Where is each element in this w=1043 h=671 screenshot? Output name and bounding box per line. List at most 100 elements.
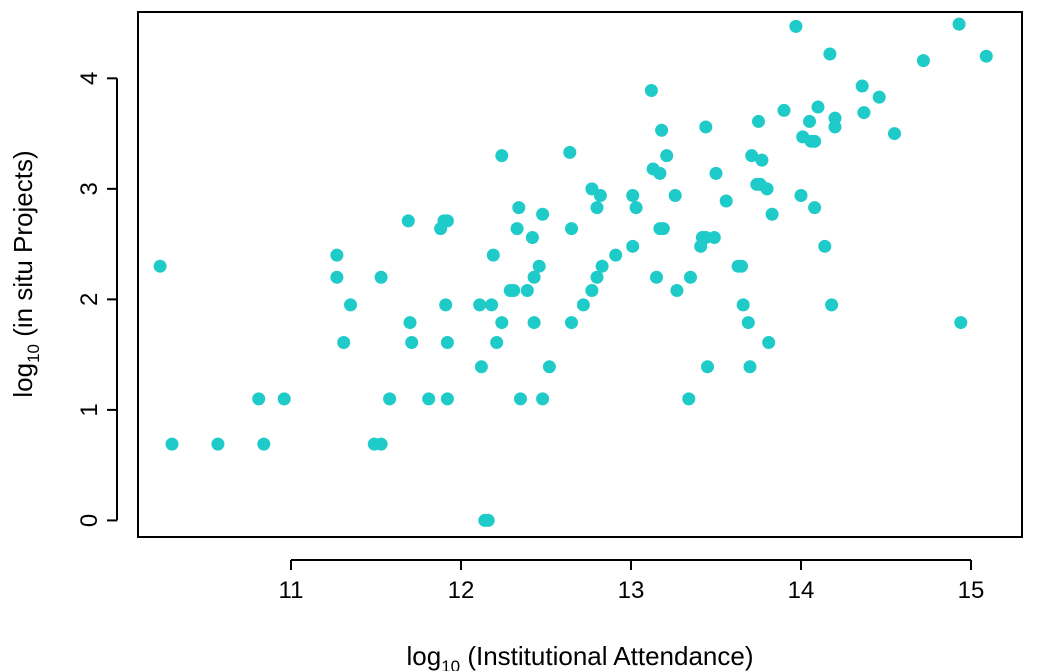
data-point-110	[888, 127, 901, 141]
data-point-106	[828, 120, 842, 134]
data-point-92	[765, 207, 779, 221]
data-point-12	[374, 270, 388, 284]
data-point-11	[374, 437, 388, 451]
data-point-46	[563, 145, 577, 159]
data-point-94	[789, 19, 803, 33]
data-point-2	[211, 437, 225, 451]
data-point-97	[803, 114, 816, 128]
x-tick-label-2: 13	[618, 577, 645, 604]
data-point-79	[719, 194, 733, 208]
data-point-5	[277, 392, 291, 406]
y-axis-title: log10 (in situ Projects)	[8, 150, 43, 397]
data-point-23	[440, 392, 454, 406]
data-point-64	[653, 166, 667, 180]
data-point-40	[527, 270, 541, 284]
data-point-20	[439, 298, 453, 312]
data-point-53	[590, 270, 604, 284]
data-point-60	[644, 83, 658, 97]
data-point-36	[512, 201, 526, 215]
data-point-8	[337, 335, 351, 349]
data-point-100	[808, 201, 822, 215]
data-point-111	[916, 54, 930, 68]
data-point-41	[527, 316, 541, 330]
data-point-62	[650, 270, 663, 284]
data-point-34	[507, 284, 521, 298]
data-point-108	[857, 106, 871, 120]
data-point-71	[684, 270, 697, 284]
points-layer	[153, 17, 993, 527]
data-point-90	[760, 182, 774, 196]
data-point-51	[585, 284, 599, 298]
data-point-15	[403, 316, 417, 330]
data-point-27	[481, 513, 495, 527]
data-point-28	[485, 298, 499, 312]
data-point-52	[590, 201, 604, 215]
data-point-39	[525, 230, 539, 244]
y-tick-label-0: 0	[76, 514, 103, 527]
data-point-65	[655, 123, 669, 137]
data-point-24	[473, 298, 487, 312]
data-point-35	[510, 222, 524, 236]
data-point-109	[872, 90, 886, 104]
data-point-38	[520, 284, 534, 298]
data-point-21	[440, 214, 454, 228]
plot-frame	[137, 11, 1023, 538]
data-point-0	[153, 259, 167, 273]
data-point-7	[330, 270, 344, 284]
y-tick-label-3: 3	[76, 182, 103, 195]
data-point-56	[609, 248, 623, 262]
data-point-107	[855, 79, 869, 93]
x-axis: 11 12 13 14 15	[279, 559, 985, 604]
data-point-45	[542, 360, 556, 374]
data-point-91	[762, 335, 776, 349]
x-tick-label-4: 15	[958, 577, 985, 604]
data-point-82	[736, 298, 750, 312]
data-point-103	[823, 47, 837, 61]
data-point-48	[565, 316, 578, 330]
data-point-16	[405, 335, 419, 349]
data-point-57	[626, 188, 640, 202]
data-point-93	[777, 103, 791, 117]
x-axis-title: log10 (Institutional Attendance)	[406, 641, 753, 671]
data-point-85	[745, 149, 759, 163]
x-tick-label-0: 11	[279, 577, 304, 604]
data-point-17	[422, 392, 436, 406]
data-point-99	[808, 134, 822, 148]
data-point-104	[825, 298, 839, 312]
y-tick-label-1: 1	[76, 403, 103, 416]
data-point-66	[656, 222, 670, 236]
data-point-101	[811, 100, 825, 114]
data-point-59	[629, 201, 643, 215]
data-point-89	[755, 153, 769, 167]
data-point-75	[699, 120, 713, 134]
x-tick-label-1: 12	[448, 577, 475, 604]
data-point-113	[954, 316, 968, 330]
data-point-112	[952, 17, 966, 31]
data-point-4	[257, 437, 271, 451]
data-point-84	[743, 360, 757, 374]
data-point-6	[330, 248, 344, 262]
data-point-83	[741, 316, 755, 330]
y-axis: 0 1 2 3 4	[76, 72, 118, 527]
data-point-44	[536, 392, 550, 406]
data-point-42	[532, 259, 546, 273]
data-point-58	[626, 239, 640, 253]
data-point-55	[595, 259, 609, 273]
data-point-32	[495, 316, 509, 330]
data-point-77	[707, 230, 721, 244]
data-point-49	[576, 298, 590, 312]
data-point-87	[752, 114, 765, 128]
data-point-76	[701, 360, 714, 374]
data-point-9	[344, 298, 357, 312]
y-tick-label-2: 2	[76, 293, 103, 306]
data-point-43	[536, 207, 550, 221]
data-point-29	[486, 248, 500, 262]
data-point-31	[495, 149, 509, 163]
data-point-81	[735, 259, 748, 273]
y-tick-label-4: 4	[76, 72, 103, 85]
data-point-37	[514, 392, 527, 406]
data-point-114	[979, 49, 993, 63]
data-point-67	[660, 149, 674, 163]
data-point-30	[490, 335, 504, 349]
